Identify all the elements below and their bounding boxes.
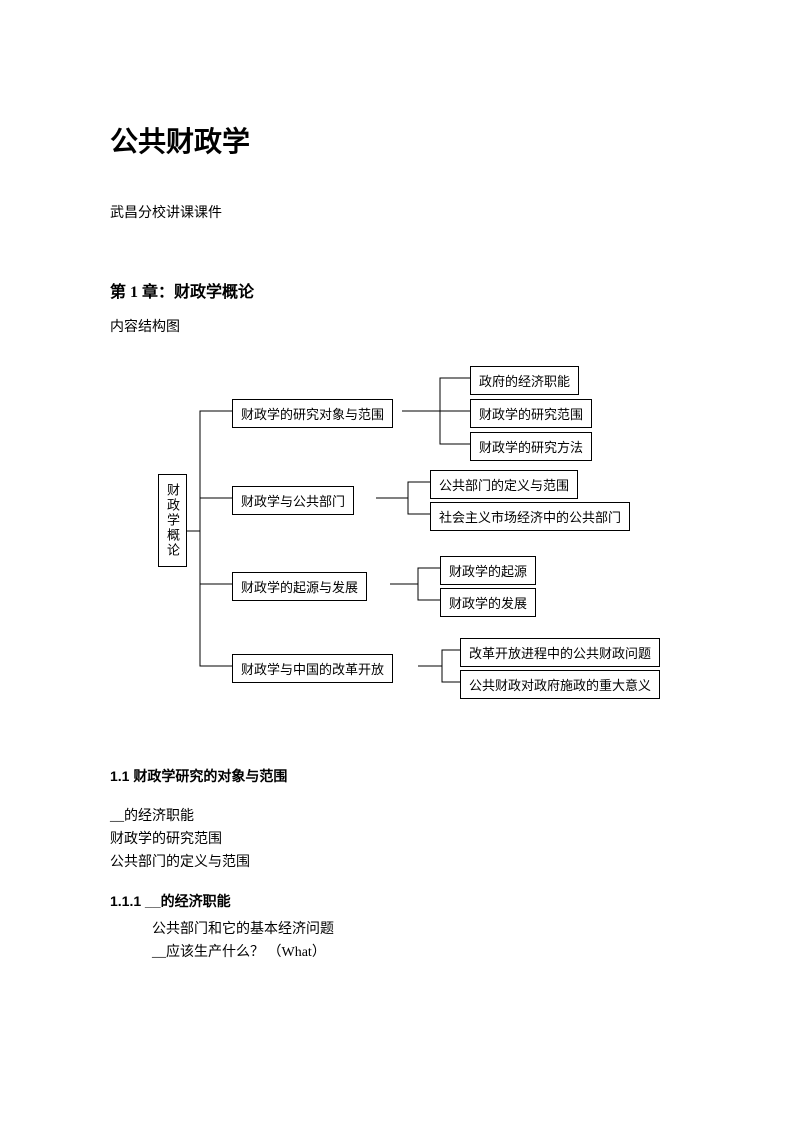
body-line: 公共部门的定义与范围 bbox=[110, 852, 683, 873]
diagram-leaf-1-3: 财政学的研究方法 bbox=[470, 432, 592, 461]
body-line: __的经济职能 bbox=[110, 806, 683, 827]
body-line: 公共部门和它的基本经济问题 bbox=[110, 919, 683, 940]
structure-diagram: 财政学概论 财政学的研究对象与范围 政府的经济职能 财政学的研究范围 财政学的研… bbox=[140, 356, 700, 716]
diagram-leaf-2-2: 社会主义市场经济中的公共部门 bbox=[430, 502, 630, 531]
diagram-branch-2: 财政学与公共部门 bbox=[232, 486, 354, 515]
section-1-1-1-heading: 1.1.1 __的经济职能 bbox=[110, 891, 683, 911]
diagram-leaf-1-2: 财政学的研究范围 bbox=[470, 399, 592, 428]
body-line: 财政学的研究范围 bbox=[110, 829, 683, 850]
diagram-branch-1: 财政学的研究对象与范围 bbox=[232, 399, 393, 428]
section-1-1-body: __的经济职能 财政学的研究范围 公共部门的定义与范围 bbox=[110, 806, 683, 873]
chapter-title: 第 1 章：财政学概论 bbox=[110, 278, 683, 302]
section-1-1-heading: 1.1 财政学研究的对象与范围 bbox=[110, 766, 683, 786]
diagram-leaf-4-2: 公共财政对政府施政的重大意义 bbox=[460, 670, 660, 699]
subtitle: 武昌分校讲课课件 bbox=[110, 202, 683, 222]
diagram-branch-4: 财政学与中国的改革开放 bbox=[232, 654, 393, 683]
diagram-leaf-1-1: 政府的经济职能 bbox=[470, 366, 579, 395]
diagram-leaf-2-1: 公共部门的定义与范围 bbox=[430, 470, 578, 499]
diagram-leaf-3-2: 财政学的发展 bbox=[440, 588, 536, 617]
diagram-branch-3: 财政学的起源与发展 bbox=[232, 572, 367, 601]
diagram-leaf-4-1: 改革开放进程中的公共财政问题 bbox=[460, 638, 660, 667]
main-title: 公共财政学 bbox=[110, 120, 683, 160]
body-line: __应该生产什么？ （What） bbox=[110, 942, 683, 963]
diagram-caption: 内容结构图 bbox=[110, 316, 683, 336]
diagram-leaf-3-1: 财政学的起源 bbox=[440, 556, 536, 585]
diagram-root: 财政学概论 bbox=[158, 474, 187, 567]
section-1-1-1-body: 公共部门和它的基本经济问题 __应该生产什么？ （What） bbox=[110, 919, 683, 963]
